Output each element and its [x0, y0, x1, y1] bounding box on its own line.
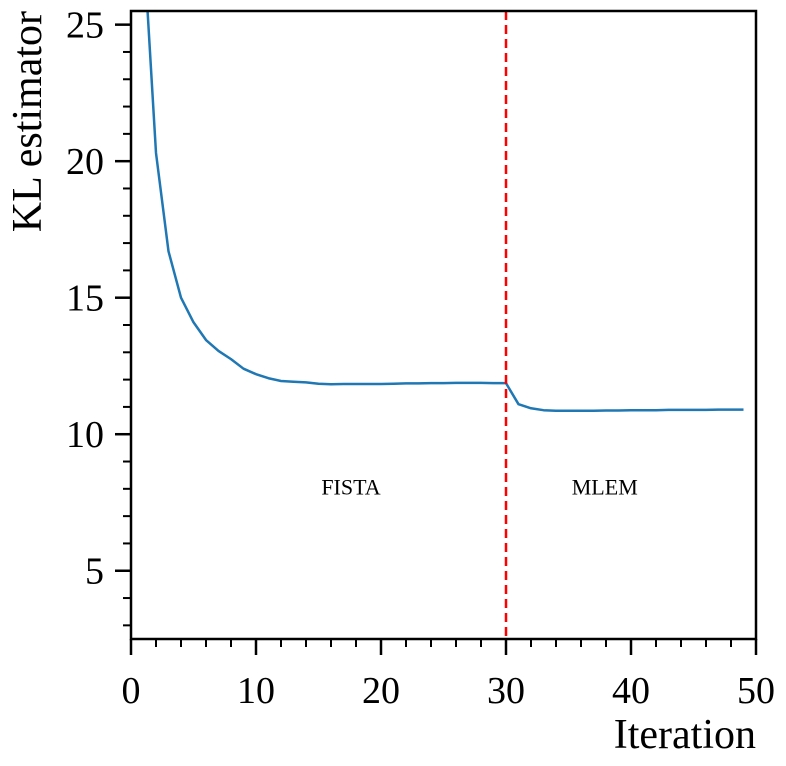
plot-frame [129, 9, 758, 641]
annotation-fista: FISTA [321, 474, 380, 499]
plot-area [146, 11, 744, 639]
x-tick-label: 10 [237, 670, 275, 712]
y-tick-label: 10 [66, 414, 104, 456]
minor-ticks [123, 50, 732, 647]
x-tick-label: 50 [737, 670, 775, 712]
y-tick-label: 5 [85, 551, 104, 593]
y-tick-label: 25 [66, 5, 104, 47]
x-tick-label: 0 [122, 670, 141, 712]
x-tick-label: 20 [362, 670, 400, 712]
major-ticks [115, 23, 758, 655]
x-tick-label: 40 [612, 670, 650, 712]
annotation-mlem: MLEM [572, 474, 638, 499]
x-tick-labels: 0 10 20 30 40 50 [122, 670, 776, 712]
kl-estimator-series-line [146, 11, 744, 412]
x-axis-label: Iteration [614, 712, 756, 758]
x-tick-label: 30 [487, 670, 525, 712]
y-tick-label: 15 [66, 278, 104, 320]
y-axis-label: KL estimator [5, 11, 51, 232]
y-tick-label: 20 [66, 141, 104, 183]
y-tick-labels: 5 10 15 20 25 [66, 5, 104, 593]
